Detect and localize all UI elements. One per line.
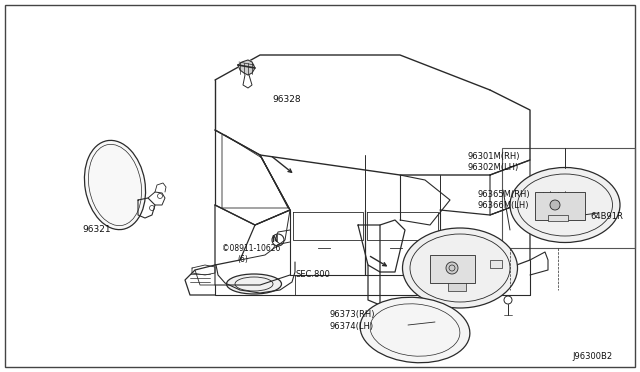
Polygon shape — [238, 60, 255, 75]
Circle shape — [446, 262, 458, 274]
Ellipse shape — [360, 297, 470, 363]
Text: J96300B2: J96300B2 — [572, 352, 612, 361]
Bar — [535, 192, 585, 220]
Ellipse shape — [510, 167, 620, 243]
Circle shape — [550, 200, 560, 210]
Ellipse shape — [227, 274, 282, 294]
Text: 96328: 96328 — [272, 95, 301, 104]
Text: 96374(LH): 96374(LH) — [330, 322, 374, 331]
Bar — [490, 260, 502, 268]
Bar — [448, 283, 466, 291]
Ellipse shape — [403, 228, 518, 308]
Text: 64B91R: 64B91R — [590, 212, 623, 221]
Ellipse shape — [449, 275, 504, 295]
Text: 96365M(RH): 96365M(RH) — [477, 190, 530, 199]
Text: N: N — [272, 235, 278, 244]
Text: SEC.800: SEC.800 — [296, 270, 331, 279]
Text: 96366M(LH): 96366M(LH) — [477, 201, 529, 210]
Text: 96302M(LH): 96302M(LH) — [468, 163, 519, 172]
Text: ©08911-10626: ©08911-10626 — [222, 244, 280, 253]
Text: 96373(RH): 96373(RH) — [330, 310, 376, 319]
Bar — [430, 255, 475, 283]
Bar — [502, 148, 635, 248]
Text: (6): (6) — [237, 255, 248, 264]
Text: 96301M(RH): 96301M(RH) — [468, 152, 520, 161]
Bar — [548, 215, 568, 221]
Ellipse shape — [84, 140, 145, 230]
Text: 96321: 96321 — [82, 225, 111, 234]
